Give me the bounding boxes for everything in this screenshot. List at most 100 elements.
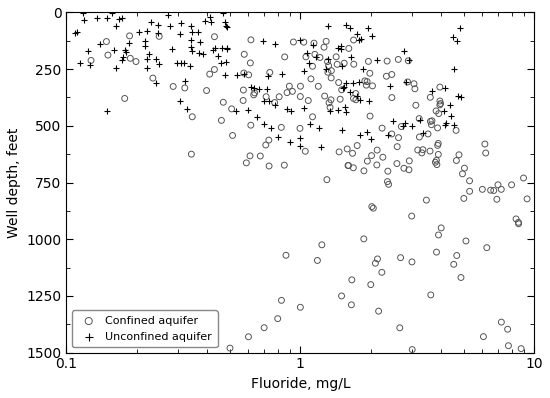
Confined aquifer	[280, 162, 289, 168]
Unconfined aquifer	[260, 120, 268, 127]
Confined aquifer	[373, 147, 382, 153]
Confined aquifer	[403, 79, 412, 85]
Confined aquifer	[299, 39, 308, 45]
Unconfined aquifer	[336, 46, 345, 53]
Unconfined aquifer	[109, 47, 118, 54]
Unconfined aquifer	[264, 98, 273, 105]
Confined aquifer	[461, 238, 470, 244]
Confined aquifer	[301, 54, 310, 60]
Unconfined aquifer	[273, 134, 282, 140]
Unconfined aquifer	[151, 56, 160, 62]
Confined aquifer	[519, 175, 528, 181]
Confined aquifer	[371, 260, 380, 266]
Confined aquifer	[344, 162, 353, 169]
Unconfined aquifer	[122, 49, 130, 55]
Confined aquifer	[377, 269, 386, 275]
Unconfined aquifer	[449, 122, 458, 128]
Unconfined aquifer	[75, 60, 84, 67]
Confined aquifer	[277, 124, 285, 131]
Unconfined aquifer	[402, 79, 411, 85]
Unconfined aquifer	[312, 54, 321, 60]
Confined aquifer	[366, 281, 375, 288]
Unconfined aquifer	[441, 120, 450, 127]
Unconfined aquifer	[143, 56, 152, 62]
Confined aquifer	[244, 334, 253, 340]
Unconfined aquifer	[363, 129, 372, 135]
Unconfined aquifer	[315, 125, 323, 131]
Unconfined aquifer	[219, 10, 228, 16]
Unconfined aquifer	[244, 107, 253, 113]
Confined aquifer	[465, 188, 474, 195]
Unconfined aquifer	[218, 45, 227, 51]
Unconfined aquifer	[96, 41, 104, 47]
X-axis label: Fluoride, mg/L: Fluoride, mg/L	[251, 377, 350, 391]
Unconfined aquifer	[323, 23, 332, 29]
Confined aquifer	[155, 33, 163, 39]
Confined aquifer	[456, 274, 465, 281]
Confined aquifer	[351, 97, 360, 103]
Confined aquifer	[369, 205, 378, 211]
Confined aquifer	[210, 66, 219, 73]
Unconfined aquifer	[386, 83, 394, 90]
Confined aquifer	[394, 56, 403, 62]
Confined aquifer	[410, 86, 419, 92]
Unconfined aquifer	[206, 19, 215, 25]
Confined aquifer	[492, 196, 501, 203]
Unconfined aquifer	[262, 86, 271, 92]
Confined aquifer	[360, 168, 368, 174]
Confined aquifer	[273, 316, 282, 322]
Confined aquifer	[256, 153, 265, 159]
Confined aquifer	[394, 135, 403, 141]
Unconfined aquifer	[83, 47, 92, 54]
Unconfined aquifer	[346, 25, 355, 31]
Confined aquifer	[387, 71, 396, 78]
Confined aquifer	[399, 165, 408, 172]
Confined aquifer	[323, 69, 332, 76]
Confined aquifer	[378, 154, 387, 160]
Confined aquifer	[458, 171, 467, 177]
Confined aquifer	[304, 98, 312, 104]
Unconfined aquifer	[367, 32, 376, 39]
Unconfined aquifer	[141, 38, 150, 45]
Confined aquifer	[316, 54, 324, 60]
Unconfined aquifer	[357, 36, 366, 42]
Confined aquifer	[436, 100, 445, 107]
Unconfined aquifer	[356, 98, 365, 104]
Confined aquifer	[465, 178, 474, 184]
Confined aquifer	[490, 187, 498, 194]
Confined aquifer	[320, 93, 329, 99]
Unconfined aquifer	[194, 50, 203, 57]
Confined aquifer	[244, 72, 253, 78]
Unconfined aquifer	[317, 144, 326, 150]
Confined aquifer	[347, 302, 356, 308]
Confined aquifer	[434, 151, 443, 158]
Confined aquifer	[514, 220, 523, 227]
Confined aquifer	[217, 117, 226, 123]
Unconfined aquifer	[221, 59, 230, 65]
Confined aquifer	[334, 79, 343, 86]
Unconfined aquifer	[175, 31, 184, 37]
Unconfined aquifer	[419, 130, 427, 137]
Unconfined aquifer	[306, 120, 315, 127]
Unconfined aquifer	[283, 105, 292, 112]
Confined aquifer	[436, 101, 444, 108]
Confined aquifer	[434, 110, 443, 117]
Confined aquifer	[285, 83, 294, 90]
Confined aquifer	[261, 142, 270, 148]
Confined aquifer	[497, 186, 505, 193]
Unconfined aquifer	[186, 44, 195, 50]
Unconfined aquifer	[326, 108, 334, 115]
Confined aquifer	[275, 94, 284, 100]
Unconfined aquifer	[102, 15, 111, 21]
Confined aquifer	[239, 87, 248, 93]
Unconfined aquifer	[111, 65, 120, 72]
Confined aquifer	[262, 94, 271, 100]
Confined aquifer	[239, 97, 248, 103]
Unconfined aquifer	[300, 67, 309, 74]
Confined aquifer	[454, 152, 463, 158]
Unconfined aquifer	[177, 20, 186, 26]
Unconfined aquifer	[295, 135, 304, 141]
Unconfined aquifer	[300, 105, 309, 111]
Unconfined aquifer	[342, 109, 350, 115]
Unconfined aquifer	[211, 45, 220, 52]
